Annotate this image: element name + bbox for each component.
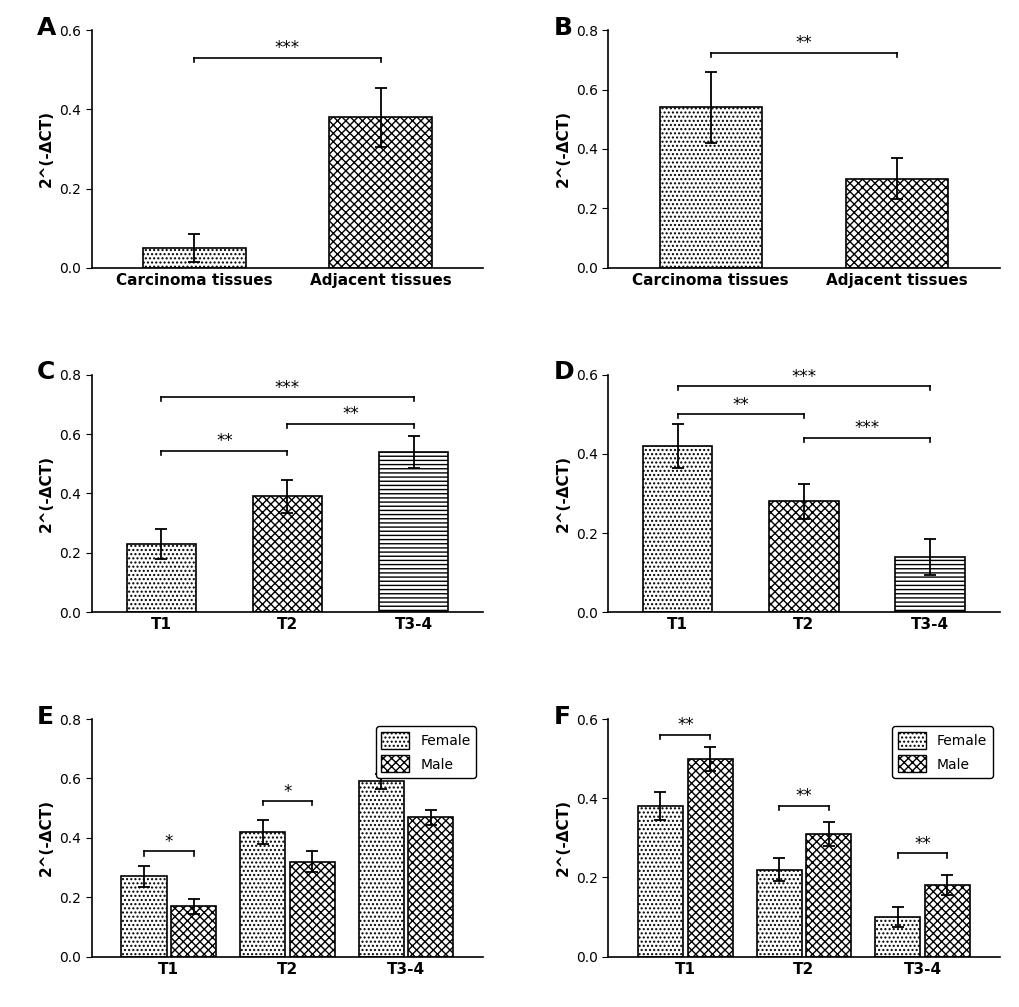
Text: **: ** [677, 716, 693, 734]
Bar [359, 781, 404, 957]
Bar [143, 248, 246, 268]
Bar [329, 117, 431, 268]
Text: A: A [37, 16, 56, 40]
Bar [289, 862, 334, 957]
Text: **: ** [216, 432, 232, 450]
Bar [171, 906, 216, 957]
Text: **: ** [913, 835, 930, 853]
Text: **: ** [795, 787, 811, 806]
Y-axis label: 2^(-ΔCT): 2^(-ΔCT) [39, 455, 54, 532]
Text: ***: *** [393, 738, 418, 756]
Bar [126, 544, 196, 612]
Text: F: F [553, 705, 570, 729]
Text: **: ** [341, 406, 359, 423]
Bar [895, 557, 964, 612]
Bar [874, 917, 919, 957]
Bar [756, 870, 801, 957]
Bar [659, 108, 761, 268]
Text: **: ** [732, 396, 749, 414]
Bar [379, 452, 448, 612]
Bar [642, 446, 711, 612]
Legend: Female, Male: Female, Male [376, 726, 476, 778]
Bar [687, 758, 732, 957]
Bar [121, 876, 166, 957]
Y-axis label: 2^(-ΔCT): 2^(-ΔCT) [39, 111, 54, 187]
Bar [845, 178, 948, 268]
Bar [768, 501, 838, 612]
Bar [806, 834, 851, 957]
Legend: Female, Male: Female, Male [892, 726, 991, 778]
Text: ***: *** [274, 379, 300, 397]
Y-axis label: 2^(-ΔCT): 2^(-ΔCT) [554, 455, 570, 532]
Bar [239, 832, 284, 957]
Text: C: C [37, 361, 55, 385]
Text: E: E [37, 705, 54, 729]
Text: D: D [553, 361, 574, 385]
Text: **: ** [795, 34, 811, 52]
Text: B: B [553, 16, 572, 40]
Bar [924, 885, 969, 957]
Y-axis label: 2^(-ΔCT): 2^(-ΔCT) [554, 111, 570, 187]
Text: ***: *** [854, 419, 878, 437]
Bar [408, 817, 453, 957]
Text: *: * [164, 833, 173, 851]
Y-axis label: 2^(-ΔCT): 2^(-ΔCT) [554, 800, 570, 876]
Text: ***: *** [274, 39, 300, 57]
Bar [637, 807, 683, 957]
Text: *: * [283, 782, 291, 801]
Y-axis label: 2^(-ΔCT): 2^(-ΔCT) [39, 800, 54, 876]
Bar [253, 496, 322, 612]
Text: ***: *** [791, 368, 816, 386]
